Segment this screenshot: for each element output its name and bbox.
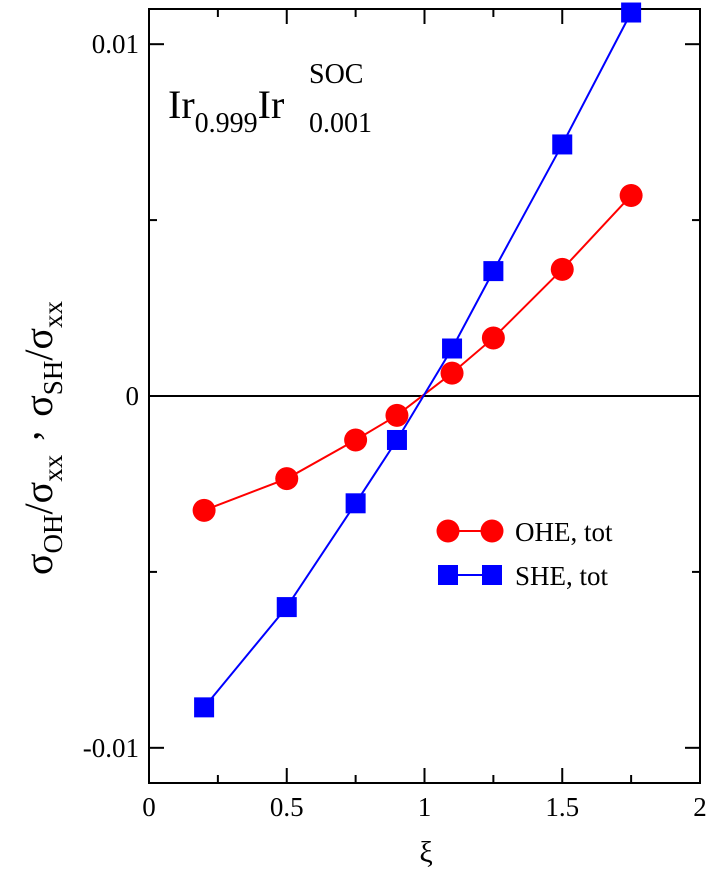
- y-tick-label: 0: [126, 381, 140, 411]
- chart-annotation: Ir0.999Ir 0.001 SOC: [168, 59, 372, 139]
- x-tick-label: 0.5: [270, 792, 304, 822]
- data-point-ohe-2: [344, 428, 368, 452]
- legend-label-she: SHE, tot: [515, 561, 609, 591]
- data-point-ohe-6: [550, 257, 574, 281]
- x-tick-label: 0: [142, 792, 156, 822]
- ylabel-sigma-4: σ: [16, 328, 61, 350]
- data-point-ohe-1: [275, 467, 299, 491]
- ylabel-sub-1: OH: [38, 514, 68, 553]
- series-line-ohe: [203, 194, 632, 512]
- data-point-she-1: [276, 597, 297, 618]
- legend-marker-right-she: [482, 565, 502, 585]
- data-point-she-7: [621, 2, 642, 23]
- annotation-base: Ir: [168, 82, 195, 127]
- annotation-sub1: 0.999: [195, 108, 258, 139]
- legend-marker-right-ohe: [480, 519, 504, 543]
- annotation-sub2: 0.001: [309, 108, 372, 139]
- y-tick-label: 0.01: [92, 29, 139, 59]
- data-point-ohe-0: [192, 498, 216, 522]
- legend-label-ohe: OHE, tot: [515, 517, 613, 547]
- ylabel-sub-2: xx: [38, 454, 68, 482]
- x-axis-ticks: 0 0.5 1 1.5 2: [142, 9, 707, 822]
- x-tick-label: 1.5: [545, 792, 579, 822]
- data-point-ohe-5: [481, 326, 505, 350]
- y-axis-ticks: -0.01 0 0.01: [83, 29, 700, 763]
- ylabel-slash-1: /: [16, 502, 61, 514]
- ylabel-comma: ,: [2, 431, 47, 441]
- ylabel-sigma-2: σ: [16, 482, 61, 504]
- ylabel-sub-4: xx: [38, 300, 68, 328]
- data-point-ohe-4: [440, 361, 464, 385]
- annotation-sup2: SOC: [309, 59, 363, 90]
- legend-marker-left-she: [438, 565, 458, 585]
- ylabel-slash-2: /: [16, 349, 61, 361]
- data-point-she-0: [194, 697, 215, 718]
- legend: OHE, tot SHE, tot: [436, 517, 613, 591]
- series-layer: [192, 2, 643, 718]
- x-tick-label: 1: [418, 792, 432, 822]
- data-point-ohe-7: [619, 183, 643, 207]
- annotation-base2: Ir: [258, 82, 285, 127]
- legend-marker-left-ohe: [436, 519, 460, 543]
- ylabel-sub-3: SH: [38, 361, 68, 396]
- data-point-she-5: [483, 261, 504, 282]
- data-point-she-2: [345, 493, 366, 514]
- data-point-she-4: [442, 338, 463, 359]
- y-tick-label: -0.01: [83, 733, 139, 763]
- ylabel-sigma-1: σ: [16, 553, 61, 575]
- y-axis-label: σOH/σxx,σSH/σxx: [2, 300, 68, 575]
- x-axis-label: ξ: [419, 836, 432, 869]
- x-tick-label: 2: [693, 792, 707, 822]
- series-line-she: [203, 12, 633, 708]
- data-point-she-6: [552, 134, 573, 155]
- data-point-she-3: [386, 429, 407, 450]
- data-point-ohe-3: [385, 403, 409, 427]
- ylabel-sigma-3: σ: [16, 395, 61, 417]
